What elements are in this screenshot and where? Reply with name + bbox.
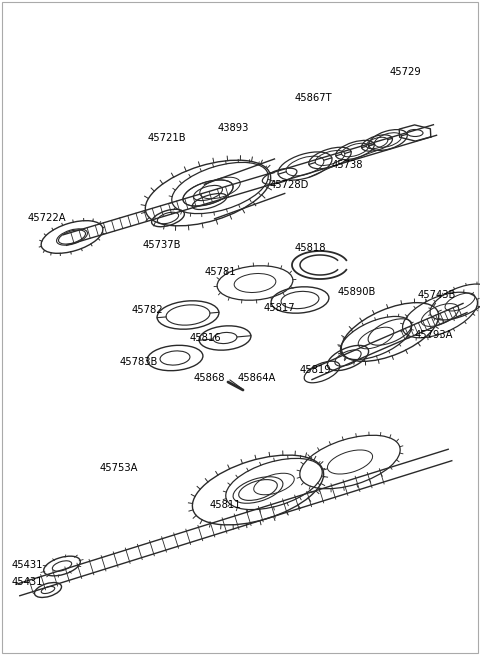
Text: 45753A: 45753A (100, 463, 139, 473)
Text: 45781: 45781 (205, 267, 237, 277)
Text: 45793A: 45793A (415, 330, 454, 340)
Text: 45722A: 45722A (28, 213, 67, 223)
Text: 45890B: 45890B (338, 287, 376, 297)
Text: 45743B: 45743B (418, 290, 456, 300)
Text: 45819: 45819 (300, 365, 332, 375)
Text: 45818: 45818 (295, 243, 326, 253)
Text: 45811: 45811 (209, 500, 241, 510)
Text: 45782: 45782 (132, 305, 164, 315)
Text: 45867T: 45867T (295, 93, 333, 103)
Text: 45864A: 45864A (238, 373, 276, 383)
Text: 45721B: 45721B (148, 133, 187, 143)
Text: 45729: 45729 (390, 67, 422, 77)
Text: 45783B: 45783B (120, 357, 158, 367)
Text: 45431: 45431 (12, 577, 44, 587)
Text: 45816: 45816 (190, 333, 222, 343)
Text: 43893: 43893 (218, 123, 250, 133)
Text: 45728D: 45728D (270, 180, 310, 190)
Text: 45817: 45817 (264, 303, 296, 313)
Text: 45738: 45738 (332, 160, 363, 170)
Text: 45737B: 45737B (143, 240, 181, 250)
Text: 45431: 45431 (12, 560, 44, 570)
Text: 45868: 45868 (194, 373, 226, 383)
